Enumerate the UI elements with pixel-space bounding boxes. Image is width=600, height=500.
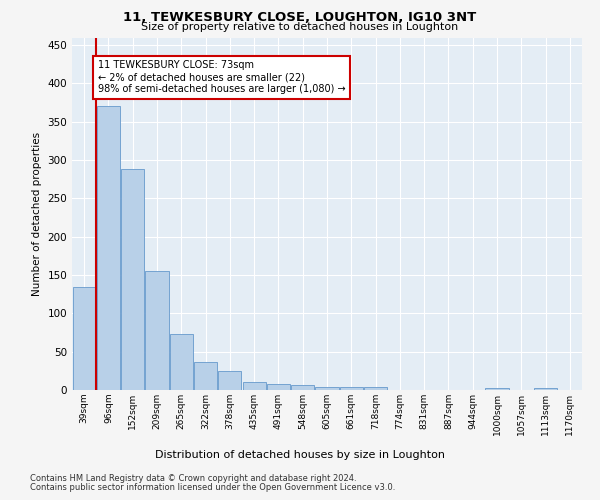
Bar bbox=[291, 386, 314, 390]
Bar bbox=[145, 271, 169, 390]
Bar bbox=[316, 387, 338, 390]
Bar bbox=[364, 387, 387, 390]
Bar bbox=[242, 382, 266, 390]
Text: Size of property relative to detached houses in Loughton: Size of property relative to detached ho… bbox=[142, 22, 458, 32]
Bar bbox=[73, 286, 95, 390]
Bar bbox=[267, 384, 290, 390]
Bar bbox=[218, 371, 241, 390]
Text: 11 TEWKESBURY CLOSE: 73sqm
← 2% of detached houses are smaller (22)
98% of semi-: 11 TEWKESBURY CLOSE: 73sqm ← 2% of detac… bbox=[97, 60, 345, 94]
Text: Contains HM Land Registry data © Crown copyright and database right 2024.: Contains HM Land Registry data © Crown c… bbox=[30, 474, 356, 483]
Text: 11, TEWKESBURY CLOSE, LOUGHTON, IG10 3NT: 11, TEWKESBURY CLOSE, LOUGHTON, IG10 3NT bbox=[124, 11, 476, 24]
Bar bbox=[194, 362, 217, 390]
Text: Contains public sector information licensed under the Open Government Licence v3: Contains public sector information licen… bbox=[30, 484, 395, 492]
Bar bbox=[97, 106, 120, 390]
Bar bbox=[485, 388, 509, 390]
Y-axis label: Number of detached properties: Number of detached properties bbox=[32, 132, 42, 296]
Bar bbox=[534, 388, 557, 390]
Text: Distribution of detached houses by size in Loughton: Distribution of detached houses by size … bbox=[155, 450, 445, 460]
Bar bbox=[170, 334, 193, 390]
Bar bbox=[340, 387, 363, 390]
Bar bbox=[121, 170, 144, 390]
